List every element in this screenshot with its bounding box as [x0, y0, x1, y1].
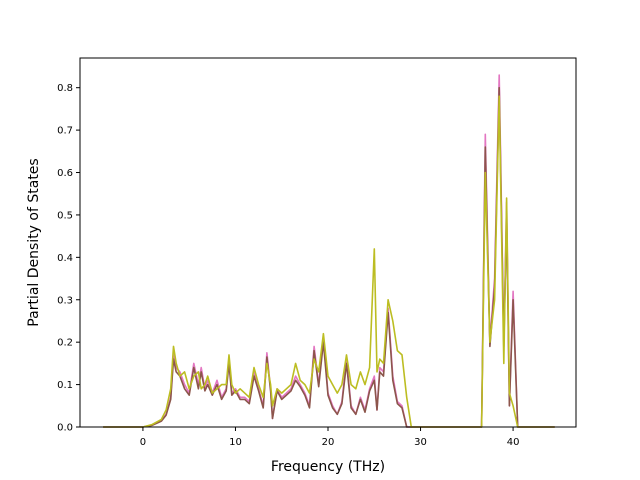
y-ticks: 0.0 0.1 0.2 0.3 0.4 0.5 0.6 0.7 0.8: [57, 83, 80, 434]
x-tick-label: 0: [140, 437, 146, 448]
y-tick-label: 0.0: [57, 423, 73, 434]
y-tick-label: 0.5: [57, 210, 73, 221]
y-tick-label: 0.1: [57, 380, 73, 391]
y-axis-title: Partial Density of States: [26, 158, 42, 326]
y-tick-label: 0.2: [57, 338, 73, 349]
series-layer: [103, 74, 555, 428]
x-ticks: 0 10 20 30 40: [140, 427, 520, 448]
x-tick-label: 10: [229, 437, 242, 448]
series-line-2: [103, 86, 555, 428]
series-line-3: [103, 95, 555, 428]
x-tick-label: 20: [322, 437, 335, 448]
y-tick-label: 0.3: [57, 295, 73, 306]
x-tick-label: 40: [507, 437, 520, 448]
y-tick-label: 0.7: [57, 126, 73, 137]
y-tick-label: 0.6: [57, 168, 73, 179]
x-axis-title: Frequency (THz): [271, 459, 385, 475]
y-tick-label: 0.4: [57, 253, 73, 264]
y-tick-label: 0.8: [57, 83, 73, 94]
plot-area: [80, 58, 576, 427]
x-tick-label: 30: [414, 437, 427, 448]
